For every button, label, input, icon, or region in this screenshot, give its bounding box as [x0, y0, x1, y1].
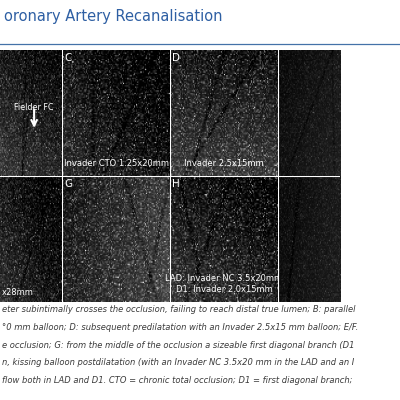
Text: LAD: Invader NC 3.5x20mm
D1: Invader 2.0x15mm: LAD: Invader NC 3.5x20mm D1: Invader 2.0…	[166, 274, 282, 294]
Text: n, kissing balloon postdilatation (with an Invader NC 3.5x20 mm in the LAD and a: n, kissing balloon postdilatation (with …	[2, 358, 354, 367]
Text: D: D	[172, 52, 180, 62]
Text: H: H	[172, 178, 180, 188]
Text: eter subintimally crosses the occlusion, failing to reach distal true lumen; B: : eter subintimally crosses the occlusion,…	[2, 305, 356, 314]
Text: x28mm: x28mm	[2, 288, 34, 297]
Text: flow both in LAD and D1. CTO = chronic total occlusion; D1 = first diagonal bran: flow both in LAD and D1. CTO = chronic t…	[2, 376, 352, 385]
Text: Invader CTO 1.25x20mm: Invader CTO 1.25x20mm	[64, 160, 168, 168]
Text: e occlusion; G: from the middle of the occlusion a sizeable first diagonal branc: e occlusion; G: from the middle of the o…	[2, 340, 354, 350]
Text: C: C	[64, 52, 72, 62]
Text: Invader 2.5x15mm: Invader 2.5x15mm	[184, 160, 264, 168]
Text: Fielder FC: Fielder FC	[14, 103, 54, 112]
Text: oronary Artery Recanalisation: oronary Artery Recanalisation	[4, 9, 222, 24]
Text: G: G	[64, 178, 72, 188]
Text: °0 mm balloon; D: subsequent predilatation with an Invader 2.5x15 mm balloon; E/: °0 mm balloon; D: subsequent predilatati…	[2, 323, 358, 332]
